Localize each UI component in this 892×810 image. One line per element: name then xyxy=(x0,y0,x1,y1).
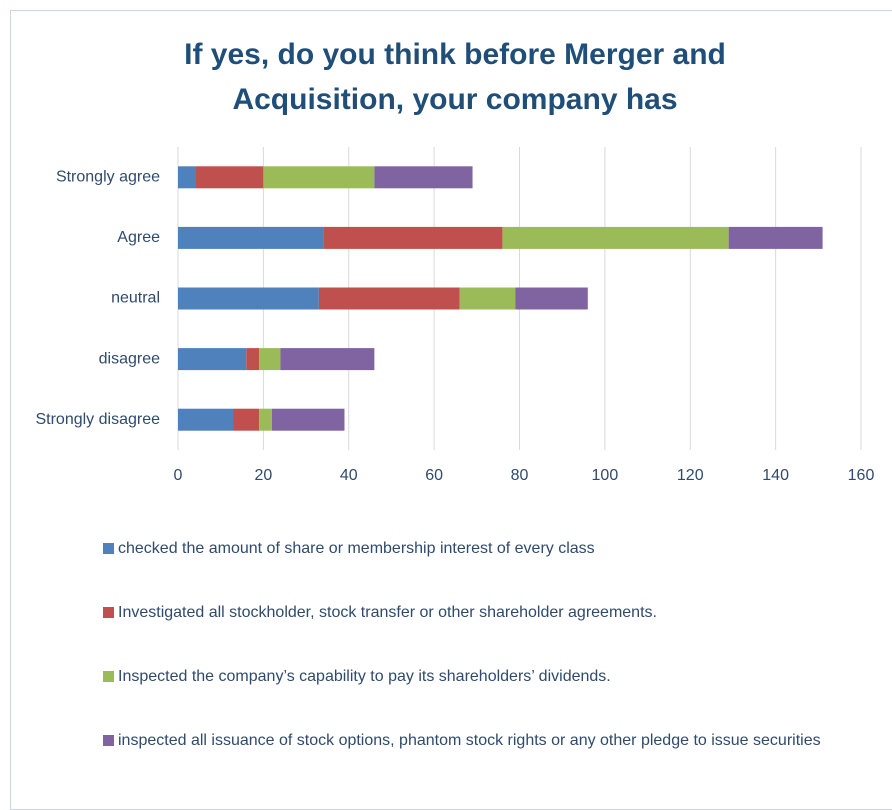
legend-label: inspected all issuance of stock options,… xyxy=(118,732,821,749)
bar xyxy=(178,408,234,431)
bar xyxy=(515,287,588,310)
chart-title: If yes, do you think before Merger and A… xyxy=(184,38,726,116)
x-tick-label: 140 xyxy=(762,467,789,484)
x-tick-label: 20 xyxy=(254,467,272,484)
bar xyxy=(459,287,516,310)
x-tick-label: 0 xyxy=(174,467,183,484)
legend-label: Inspected the company’s capability to pa… xyxy=(118,668,611,685)
bar xyxy=(728,226,823,249)
bar xyxy=(178,287,319,310)
x-tick-label: 100 xyxy=(592,467,619,484)
legend-swatch xyxy=(103,543,114,554)
bar xyxy=(318,287,460,310)
bar xyxy=(271,408,345,431)
bar xyxy=(323,226,503,249)
bar xyxy=(178,166,196,189)
legend-swatch xyxy=(103,735,114,746)
y-tick-label: disagree xyxy=(99,350,160,367)
bar xyxy=(263,166,375,189)
legend-label: checked the amount of share or membershi… xyxy=(118,540,595,557)
legend-item: Inspected the company’s capability to pa… xyxy=(103,666,823,687)
bar xyxy=(246,348,260,371)
legend-swatch xyxy=(103,607,114,618)
x-tick-label: 60 xyxy=(425,467,443,484)
legend-item: checked the amount of share or membershi… xyxy=(103,538,823,559)
y-tick-label: Strongly agree xyxy=(56,169,160,186)
bar xyxy=(259,348,281,371)
legend: checked the amount of share or membershi… xyxy=(103,538,823,794)
x-tick-label: 80 xyxy=(511,467,529,484)
bar xyxy=(233,408,260,431)
x-tick-label: 40 xyxy=(340,467,358,484)
bar xyxy=(259,408,272,431)
page: {"chart_data": {"type": "bar", "orientat… xyxy=(10,10,892,810)
bar xyxy=(178,348,247,371)
bar xyxy=(374,166,473,189)
legend-swatch xyxy=(103,671,114,682)
bar xyxy=(195,166,264,189)
x-tick-label: 160 xyxy=(848,467,875,484)
x-tick-label: 120 xyxy=(677,467,704,484)
bar xyxy=(178,226,324,249)
legend-label: Investigated all stockholder, stock tran… xyxy=(118,604,657,621)
y-tick-label: neutral xyxy=(111,290,160,307)
bar xyxy=(280,348,375,371)
legend-item: Investigated all stockholder, stock tran… xyxy=(103,602,823,623)
legend-item: inspected all issuance of stock options,… xyxy=(103,730,823,751)
y-tick-label: Agree xyxy=(117,229,160,246)
chart: 0 20 40 60 80 100 120 140 160 Strongly agree Agree… xyxy=(35,147,875,484)
y-tick-label: Strongly disagree xyxy=(35,411,160,428)
bar xyxy=(502,226,729,249)
